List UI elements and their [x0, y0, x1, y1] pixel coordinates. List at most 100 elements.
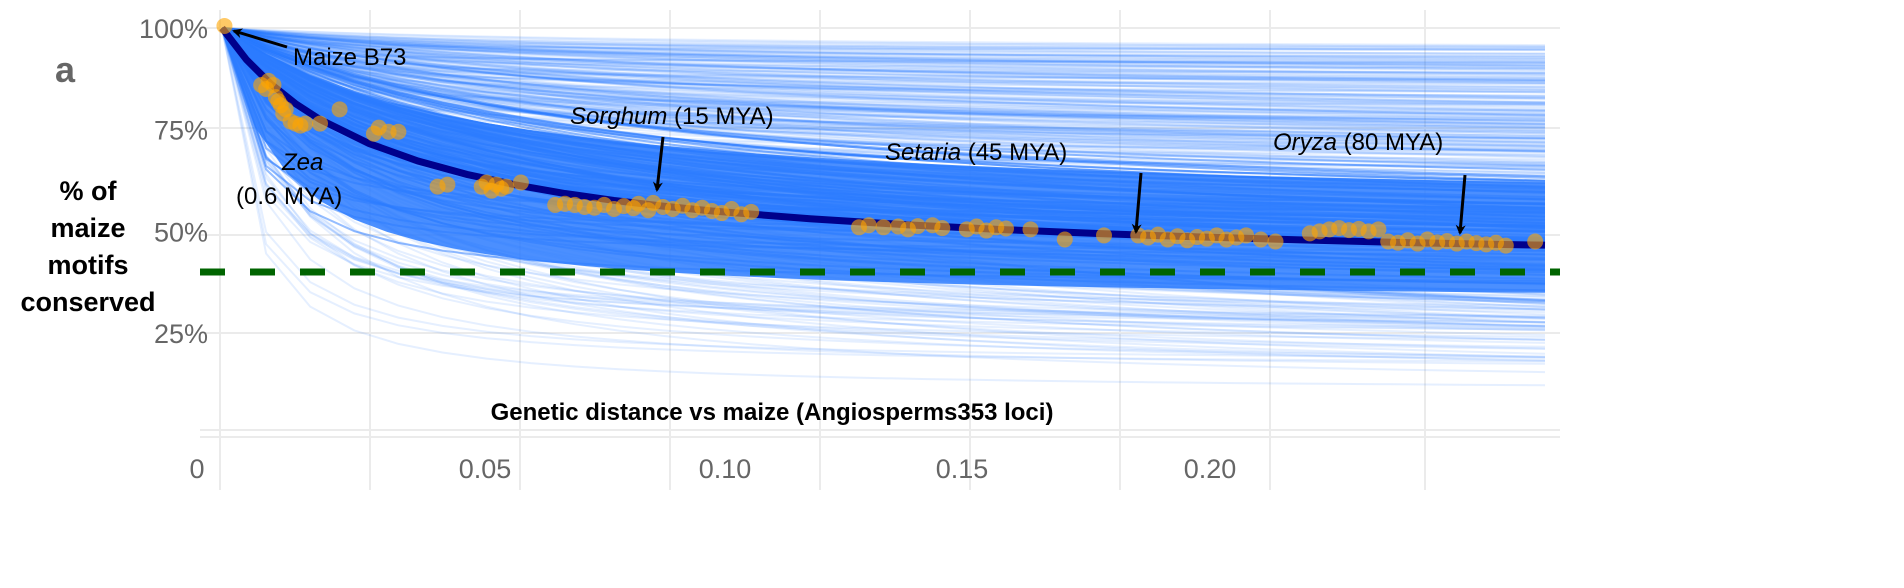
posterior-line — [221, 27, 1546, 341]
posterior-line — [221, 27, 1546, 112]
posterior-line — [221, 27, 1546, 47]
posterior-line — [221, 27, 1546, 159]
posterior-line — [221, 27, 1546, 323]
posterior-line — [221, 27, 1546, 64]
posterior-line — [221, 27, 1546, 97]
posterior-line — [221, 27, 1546, 130]
posterior-line — [221, 27, 1546, 125]
x-tick-label: 0 — [189, 454, 204, 484]
posterior-line — [221, 27, 1546, 89]
data-point — [998, 220, 1014, 237]
posterior-line — [221, 27, 1546, 83]
x-tick-label: 0.15 — [936, 454, 989, 484]
data-point — [1096, 227, 1112, 244]
posterior-line — [221, 27, 1546, 81]
posterior-line — [221, 27, 1546, 59]
posterior-line — [221, 27, 1546, 363]
posterior-line — [221, 27, 1546, 338]
posterior-line — [221, 27, 1546, 146]
setaria-label: Setaria (45 MYA) — [885, 139, 1067, 166]
posterior-line — [221, 27, 1545, 74]
posterior-line — [221, 27, 1546, 104]
setaria-age: (45 MYA) — [961, 139, 1067, 166]
posterior-line — [221, 27, 1546, 79]
oryza-arrow — [1455, 174, 1467, 235]
data-point — [498, 178, 515, 195]
y-tick-label: 25% — [154, 319, 208, 349]
posterior-line — [221, 27, 1546, 92]
posterior-line — [221, 27, 1546, 165]
posterior-line — [221, 27, 1546, 119]
data-point — [312, 115, 328, 132]
posterior-line — [221, 27, 1546, 89]
posterior-line — [221, 27, 1546, 167]
y-tick-label: 75% — [154, 116, 208, 146]
posterior-line — [221, 27, 1546, 60]
posterior-line — [221, 27, 1546, 126]
y-tick-label: 50% — [154, 217, 208, 247]
posterior-line — [221, 27, 1546, 148]
posterior-line — [221, 27, 1546, 148]
posterior-line — [221, 27, 1546, 69]
y-axis-title-line: conserved — [20, 287, 155, 317]
posterior-line — [221, 27, 1546, 122]
sorghum-age: (15 MYA) — [667, 103, 773, 130]
posterior-line — [221, 27, 1545, 64]
data-point — [860, 217, 877, 234]
setaria-name: Setaria — [885, 139, 961, 166]
posterior-line — [221, 27, 1546, 317]
data-points — [216, 17, 1544, 254]
posterior-line — [221, 27, 1546, 132]
posterior-line — [221, 27, 1546, 166]
posterior-line — [221, 27, 1546, 51]
posterior-line — [221, 27, 1546, 153]
posterior-line — [221, 27, 1546, 62]
posterior-line — [221, 27, 1546, 344]
posterior-line — [221, 27, 1546, 141]
panel-label: a — [55, 49, 76, 90]
posterior-line — [221, 27, 1546, 114]
posterior-line — [221, 27, 1546, 84]
posterior-line — [221, 27, 1546, 94]
posterior-line — [221, 27, 1546, 77]
posterior-line — [221, 27, 1546, 67]
posterior-line — [221, 27, 1546, 122]
posterior-line — [221, 27, 1546, 148]
posterior-line — [221, 27, 1546, 167]
posterior-line — [221, 27, 1546, 148]
posterior-line — [221, 27, 1546, 359]
posterior-line — [221, 27, 1546, 74]
posterior-line — [221, 27, 1546, 126]
posterior-line — [221, 27, 1546, 331]
posterior-line — [221, 27, 1546, 64]
data-point — [875, 219, 892, 236]
posterior-line — [221, 27, 1546, 111]
data-point — [1056, 231, 1073, 248]
data-point — [512, 174, 529, 191]
posterior-line — [221, 27, 1546, 55]
posterior-line — [221, 27, 1546, 105]
posterior-line — [221, 27, 1546, 84]
posterior-line — [221, 27, 1546, 166]
posterior-line — [221, 27, 1546, 128]
posterior-line — [221, 27, 1546, 79]
posterior-line — [221, 27, 1546, 64]
posterior-line — [221, 27, 1546, 131]
data-point — [331, 101, 348, 118]
posterior-line — [221, 27, 1546, 75]
posterior-line — [221, 27, 1546, 127]
data-point — [1252, 231, 1269, 248]
posterior-line — [221, 27, 1546, 125]
posterior-line — [221, 27, 1546, 126]
posterior-line — [221, 27, 1546, 318]
posterior-line — [221, 27, 1546, 72]
posterior-line — [221, 27, 1546, 169]
posterior-line — [221, 27, 1545, 50]
posterior-line — [221, 27, 1546, 63]
posterior-line — [221, 27, 1546, 182]
posterior-line — [221, 27, 1545, 49]
posterior-line — [221, 27, 1546, 112]
sorghum-label: Sorghum (15 MYA) — [570, 103, 774, 130]
posterior-line — [221, 27, 1546, 320]
maize-arrow — [232, 28, 288, 49]
